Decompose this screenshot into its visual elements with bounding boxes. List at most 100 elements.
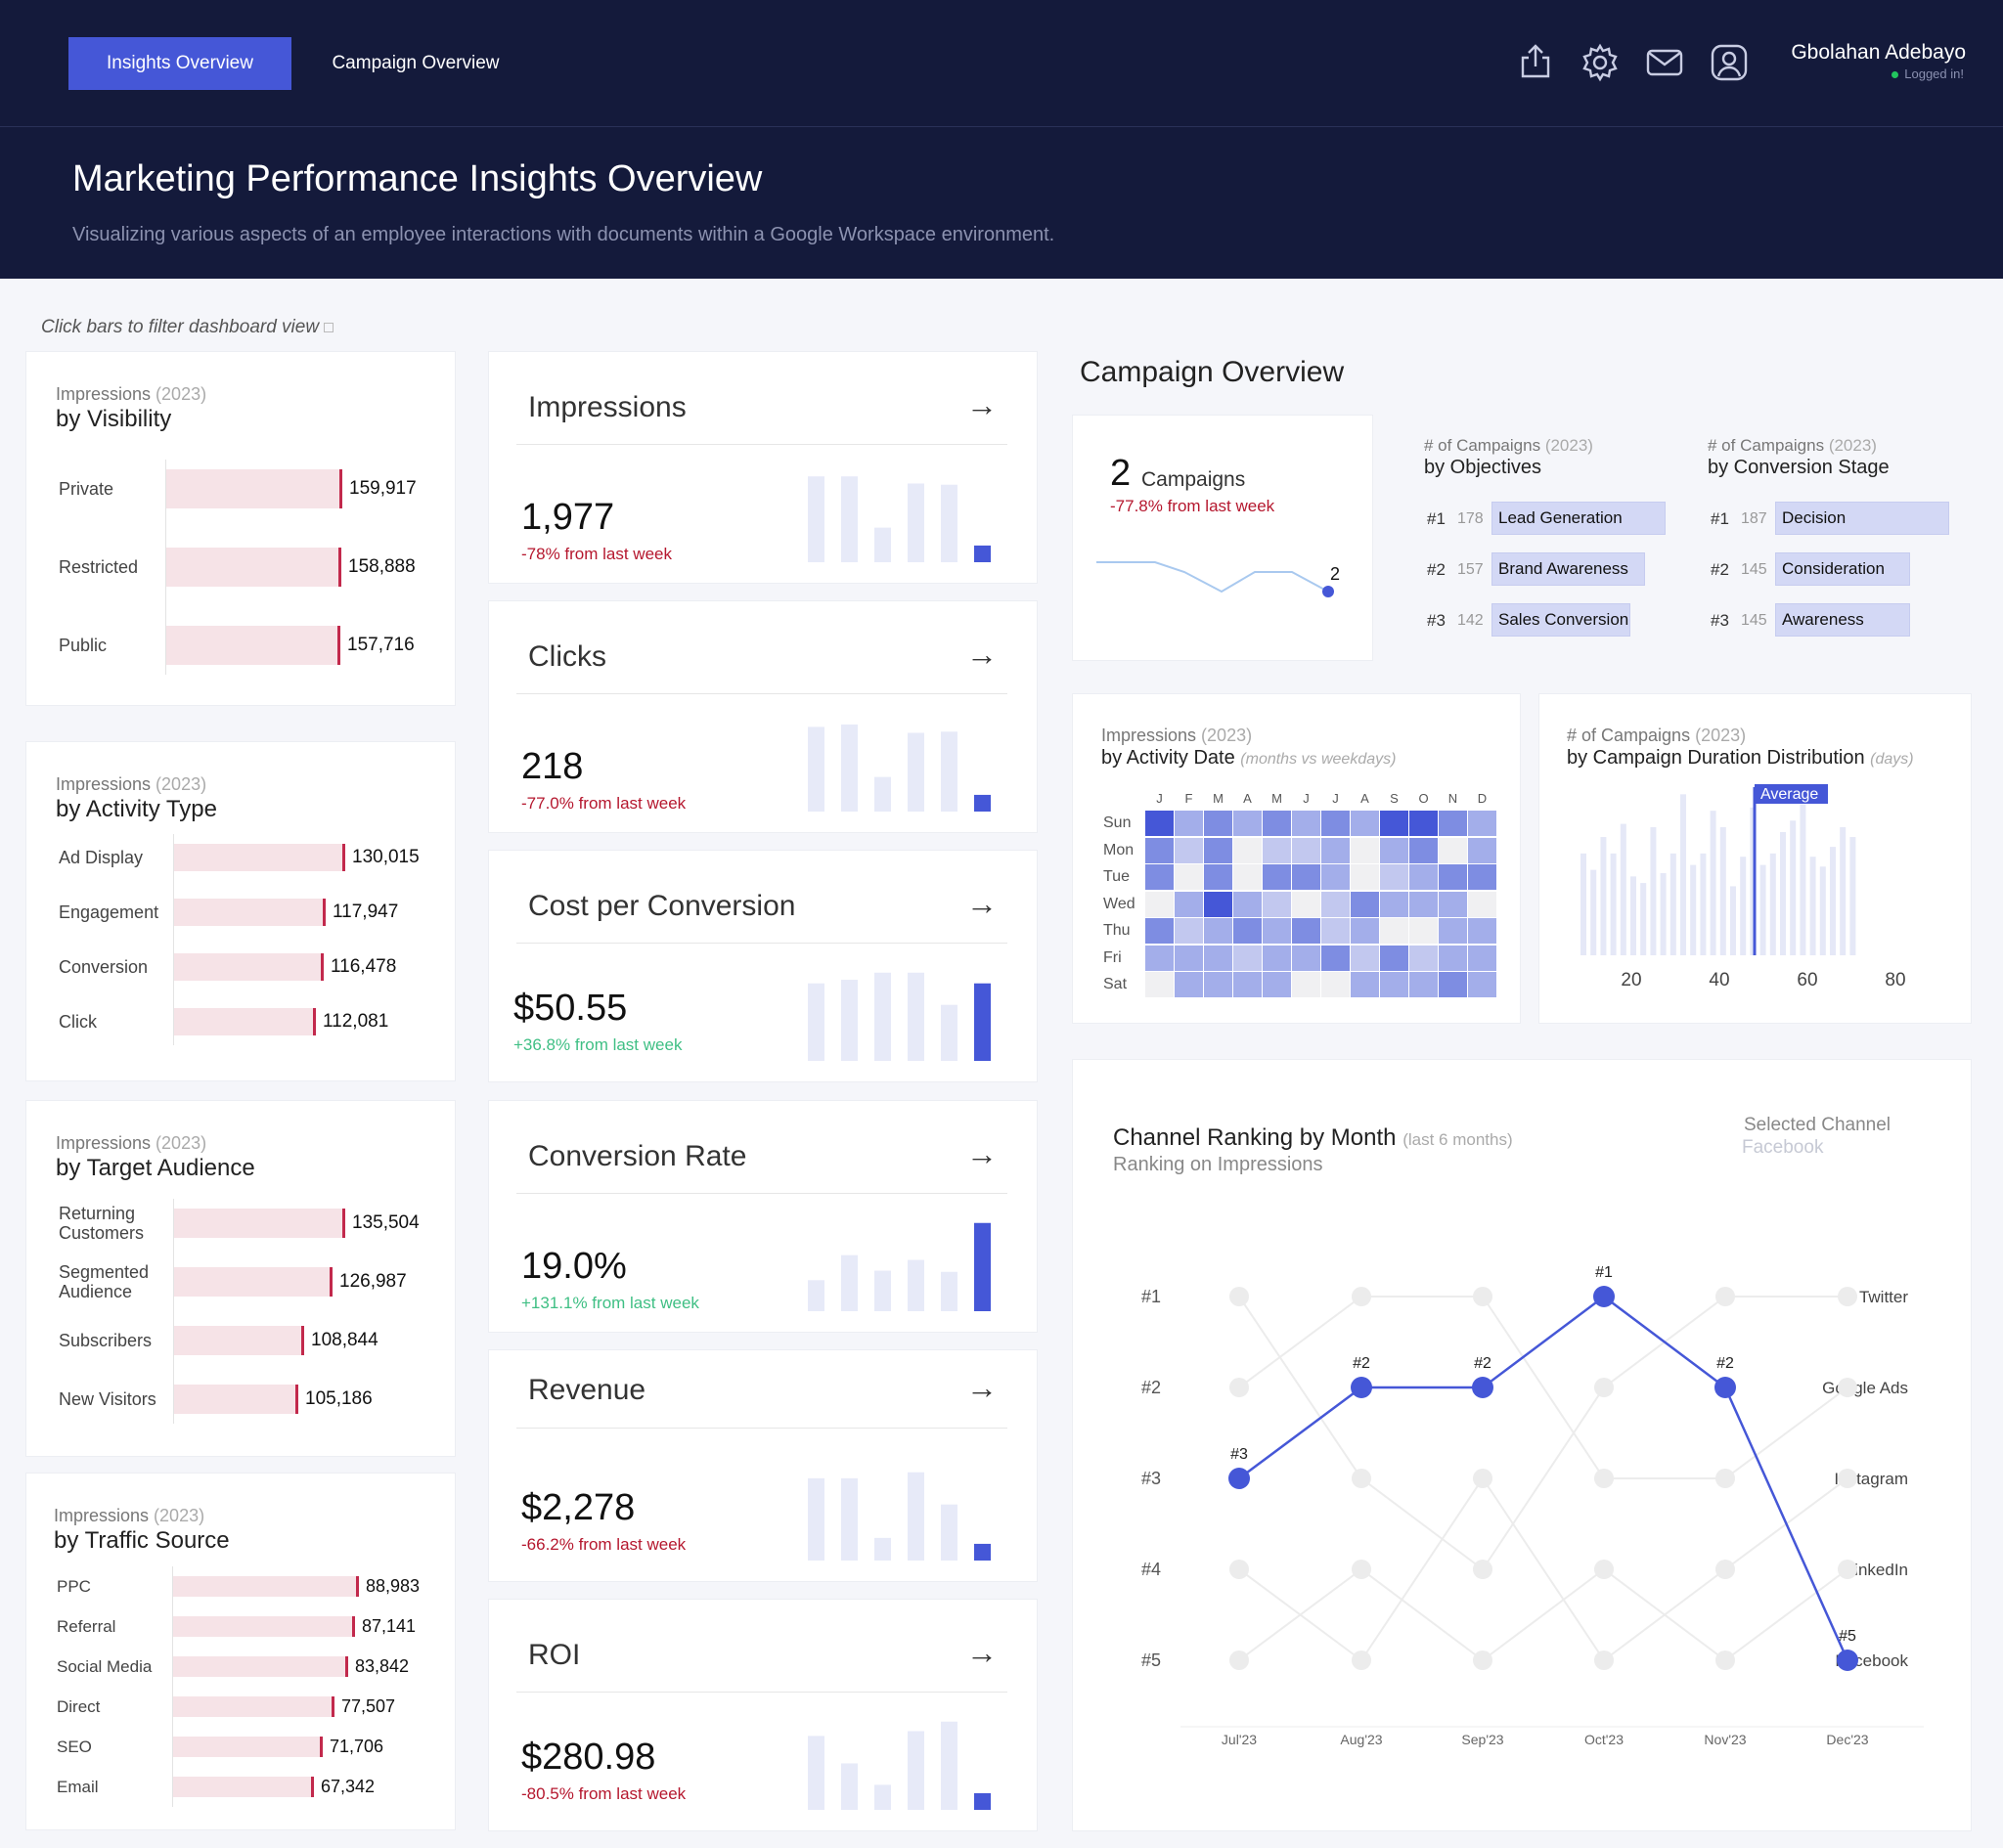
rank-point[interactable] — [1715, 1650, 1735, 1670]
rank-point[interactable] — [1473, 1287, 1492, 1306]
heatmap-cell[interactable] — [1321, 972, 1350, 997]
bar-row[interactable]: Restricted 158,888 — [26, 548, 457, 587]
heatmap-cell[interactable] — [1263, 837, 1291, 863]
heatmap-cell[interactable] — [1204, 811, 1232, 836]
heatmap-cell[interactable] — [1233, 837, 1262, 863]
heatmap-cell[interactable] — [1439, 864, 1467, 890]
heatmap-cell[interactable] — [1233, 811, 1262, 836]
campaign-count-card[interactable]: 2 Campaigns -77.8% from last week 2 — [1072, 415, 1373, 661]
kpi-card[interactable]: Revenue → $2,278 -66.2% from last week — [488, 1349, 1038, 1582]
rank-point[interactable] — [1473, 1650, 1492, 1670]
heatmap-cell[interactable] — [1233, 945, 1262, 971]
rank-point[interactable] — [1352, 1560, 1371, 1579]
bar-row[interactable]: Email 67,342 — [26, 1777, 457, 1797]
heatmap-cell[interactable] — [1321, 811, 1350, 836]
duration-bar[interactable] — [1669, 853, 1676, 955]
heatmap-cell[interactable] — [1468, 945, 1496, 971]
arrow-right-icon[interactable]: → — [966, 1370, 998, 1405]
rank-bar[interactable]: Decision — [1775, 502, 1949, 535]
heatmap-cell[interactable] — [1468, 891, 1496, 917]
arrow-right-icon[interactable]: → — [966, 886, 998, 921]
heatmap-cell[interactable] — [1380, 864, 1408, 890]
bar-fill[interactable] — [174, 1385, 298, 1414]
bar-fill[interactable] — [173, 1777, 314, 1797]
rank-point[interactable] — [1229, 1560, 1249, 1579]
rank-point[interactable] — [1715, 1287, 1735, 1306]
heatmap-cell[interactable] — [1292, 972, 1320, 997]
bar-fill[interactable] — [173, 1656, 348, 1677]
duration-bar[interactable] — [1769, 853, 1776, 955]
mail-icon[interactable] — [1645, 43, 1684, 82]
kpi-card[interactable]: Impressions → 1,977 -78% from last week — [488, 351, 1038, 584]
bar-row[interactable]: Click 112,081 — [26, 1008, 457, 1035]
bar-row[interactable]: PPC 88,983 — [26, 1576, 457, 1597]
heatmap-cell[interactable] — [1145, 972, 1174, 997]
other-channel-line[interactable] — [1238, 1296, 1848, 1479]
heatmap-cell[interactable] — [1263, 811, 1291, 836]
duration-bar[interactable] — [1690, 864, 1697, 955]
duration-bar[interactable] — [1580, 853, 1586, 955]
heatmap-cell[interactable] — [1468, 918, 1496, 944]
rank-bar[interactable]: Consideration — [1775, 552, 1910, 586]
bar-fill[interactable] — [174, 1267, 333, 1297]
heatmap-cell[interactable] — [1175, 945, 1203, 971]
duration-bar[interactable] — [1710, 811, 1716, 955]
heatmap-cell[interactable] — [1145, 811, 1174, 836]
heatmap-cell[interactable] — [1233, 972, 1262, 997]
heatmap-cell[interactable] — [1292, 864, 1320, 890]
bar-row[interactable]: New Visitors 105,186 — [26, 1385, 457, 1414]
rank-point[interactable] — [1473, 1560, 1492, 1579]
heatmap-cell[interactable] — [1204, 837, 1232, 863]
heatmap-cell[interactable] — [1145, 891, 1174, 917]
bar-row[interactable]: Returning Customers 135,504 — [26, 1204, 457, 1243]
bar-row[interactable]: Ad Display 130,015 — [26, 844, 457, 871]
bar-fill[interactable] — [174, 953, 324, 981]
rank-point[interactable] — [1838, 1378, 1857, 1397]
rank-point[interactable] — [1715, 1469, 1735, 1488]
duration-bar[interactable] — [1780, 832, 1786, 955]
heatmap-cell[interactable] — [1380, 837, 1408, 863]
bar-fill[interactable] — [174, 899, 326, 926]
channel-label[interactable]: LinkedIn — [1846, 1561, 1908, 1579]
arrow-right-icon[interactable]: → — [966, 387, 998, 422]
heatmap-cell[interactable] — [1409, 891, 1438, 917]
duration-bar[interactable] — [1680, 794, 1686, 955]
heatmap-cell[interactable] — [1321, 864, 1350, 890]
selected-channel-line[interactable] — [1238, 1295, 1849, 1661]
arrow-right-icon[interactable]: → — [966, 1136, 998, 1171]
heatmap-cell[interactable] — [1468, 837, 1496, 863]
heatmap-cell[interactable] — [1175, 864, 1203, 890]
heatmap-cell[interactable] — [1439, 891, 1467, 917]
bar-fill[interactable] — [174, 844, 345, 871]
channel-label[interactable]: Google Ads — [1822, 1379, 1908, 1397]
kpi-card[interactable]: ROI → $280.98 -80.5% from last week — [488, 1599, 1038, 1831]
heatmap-cell[interactable] — [1351, 811, 1379, 836]
duration-bar[interactable] — [1849, 837, 1856, 955]
rank-point[interactable] — [1838, 1469, 1857, 1488]
kpi-card[interactable]: Clicks → 218 -77.0% from last week — [488, 600, 1038, 833]
heatmap-cell[interactable] — [1380, 972, 1408, 997]
kpi-card[interactable]: Cost per Conversion → $50.55 +36.8% from la… — [488, 850, 1038, 1082]
bar-fill[interactable] — [166, 626, 340, 665]
heatmap-cell[interactable] — [1145, 864, 1174, 890]
selected-channel-point[interactable] — [1714, 1377, 1736, 1398]
bar-fill[interactable] — [173, 1616, 355, 1637]
heatmap-cell[interactable] — [1321, 891, 1350, 917]
duration-bar[interactable] — [1650, 826, 1657, 955]
bar-fill[interactable] — [166, 469, 342, 508]
heatmap-cell[interactable] — [1292, 918, 1320, 944]
heatmap-cell[interactable] — [1409, 811, 1438, 836]
rank-point[interactable] — [1594, 1469, 1614, 1488]
rank-point[interactable] — [1838, 1287, 1857, 1306]
bar-row[interactable]: Conversion 116,478 — [26, 953, 457, 981]
rank-bar[interactable]: Awareness — [1775, 603, 1910, 637]
heatmap-cell[interactable] — [1263, 945, 1291, 971]
arrow-right-icon[interactable]: → — [966, 637, 998, 672]
heatmap-cell[interactable] — [1263, 891, 1291, 917]
bar-fill[interactable] — [166, 548, 341, 587]
rank-point[interactable] — [1594, 1560, 1614, 1579]
heatmap-cell[interactable] — [1204, 864, 1232, 890]
user-icon[interactable] — [1710, 43, 1749, 82]
duration-bar[interactable] — [1660, 873, 1667, 955]
heatmap-cell[interactable] — [1409, 918, 1438, 944]
